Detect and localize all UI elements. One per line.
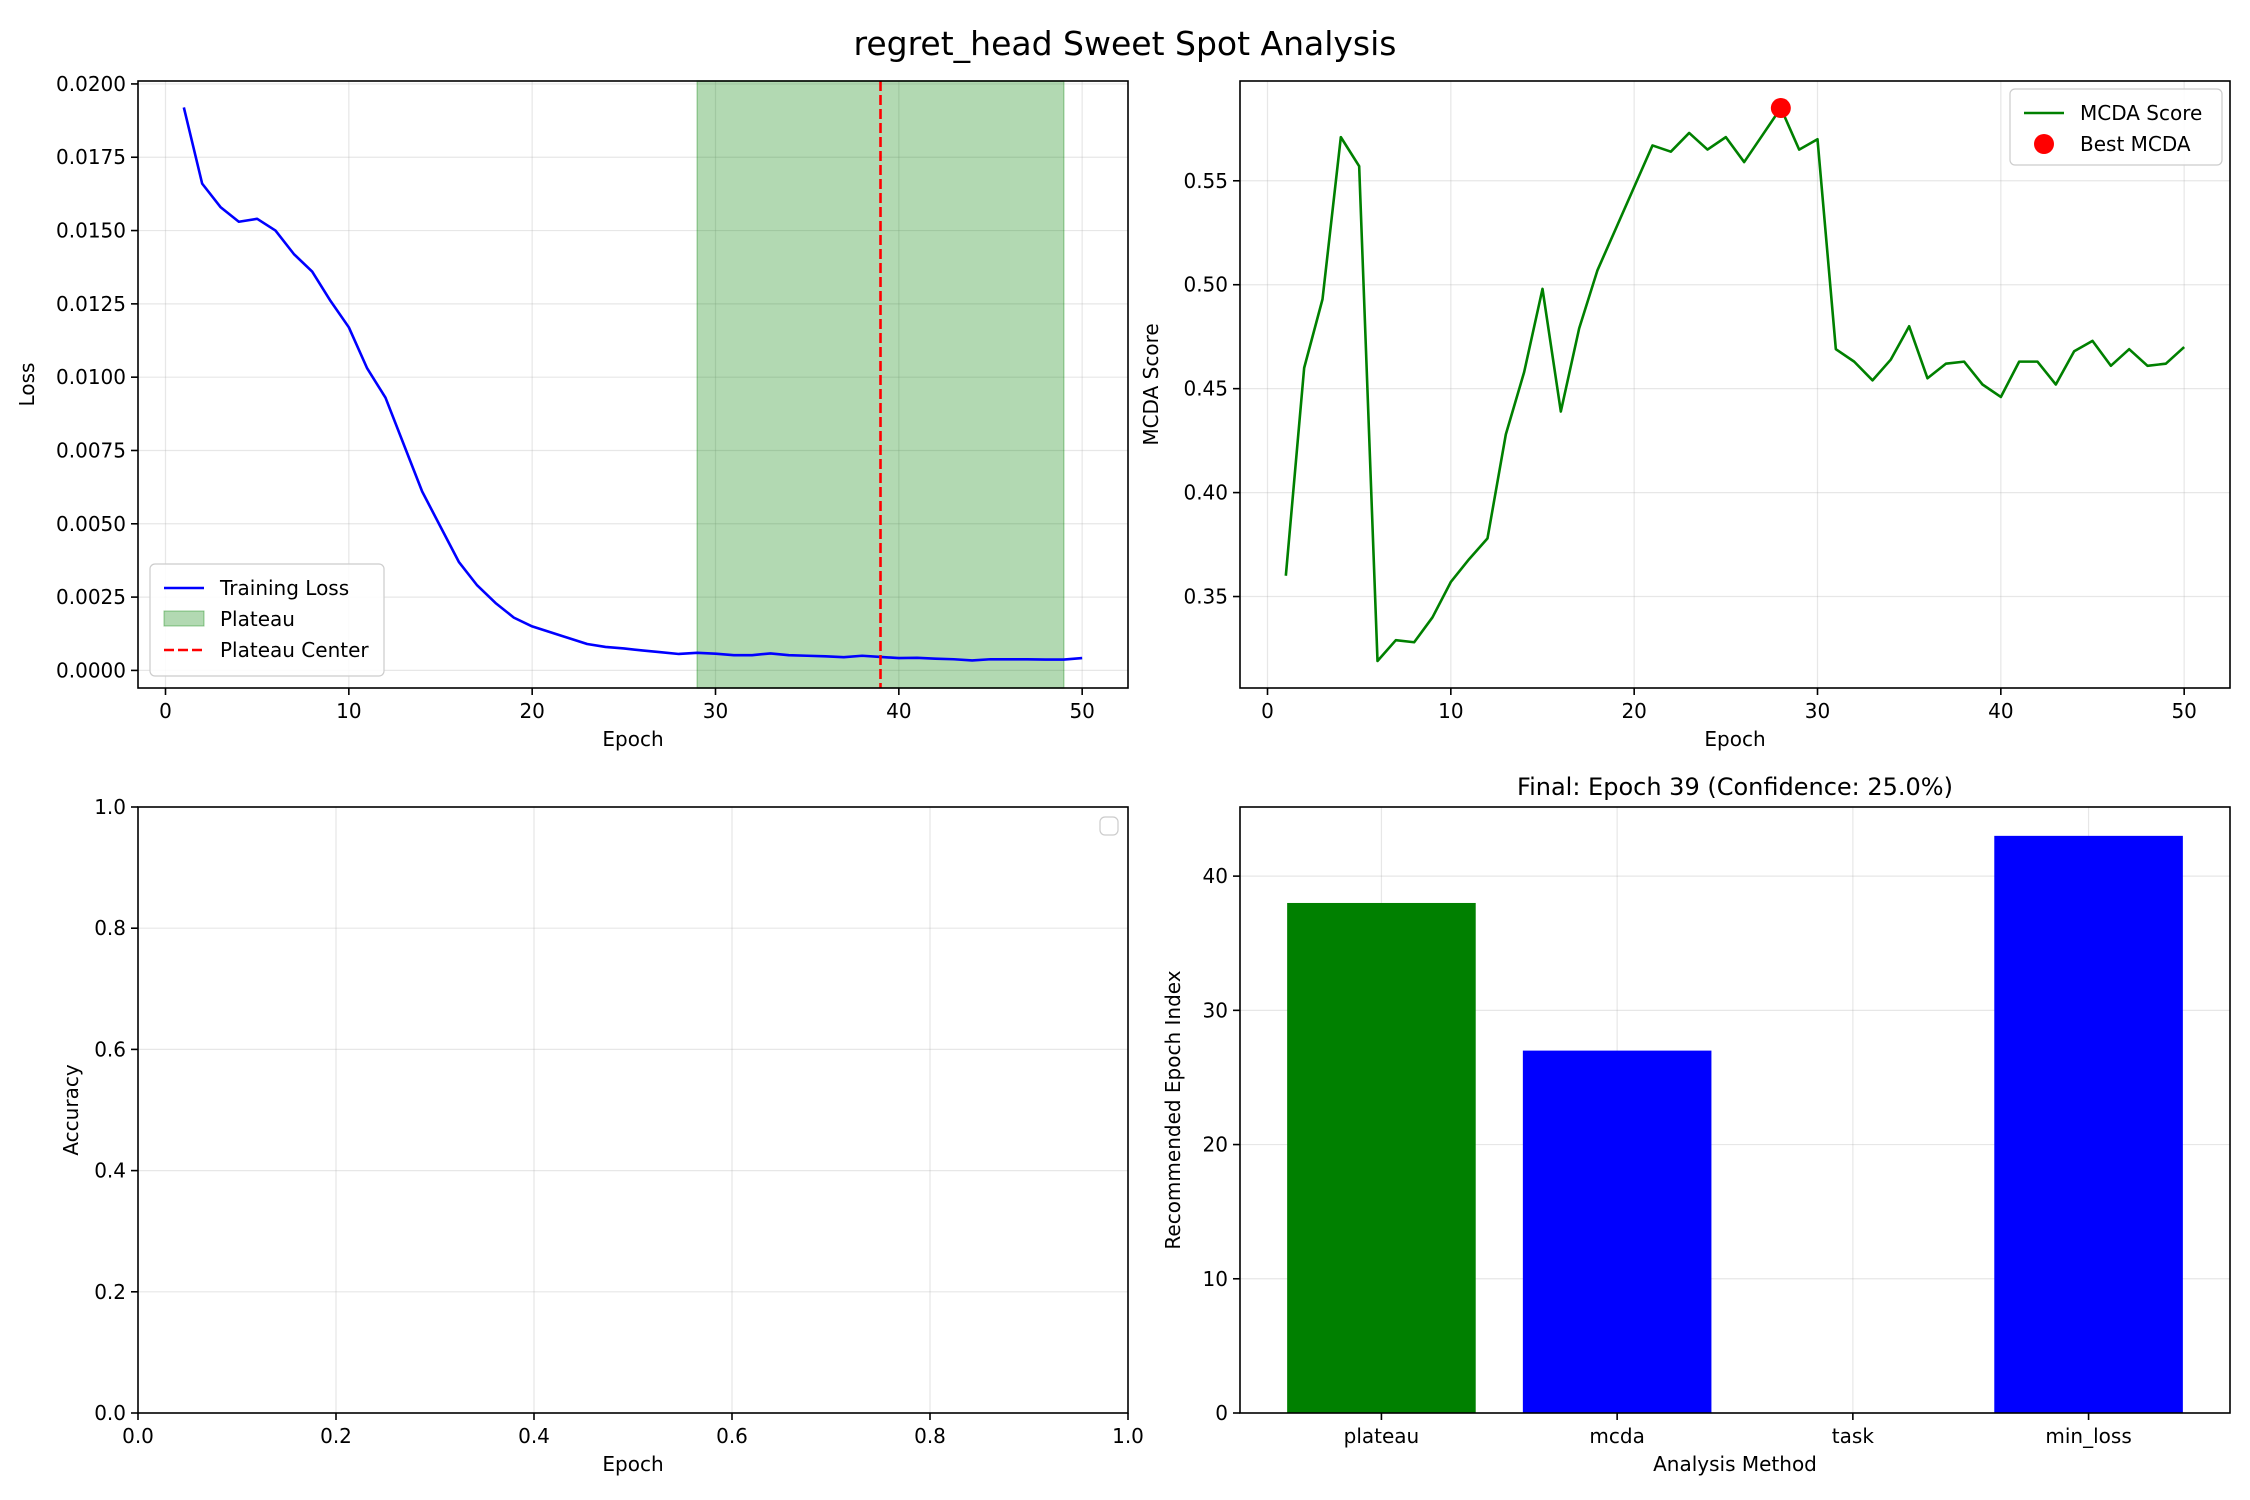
y-tick-label: 10 bbox=[1203, 1267, 1228, 1291]
gridlines bbox=[1240, 81, 2230, 688]
x-tick-label: task bbox=[1832, 1424, 1875, 1448]
x-tick-label: mcda bbox=[1589, 1424, 1644, 1448]
legend-label-mcda-score: MCDA Score bbox=[2080, 101, 2202, 125]
accuracy-chart: 0.0 0.2 0.4 0.6 0.8 1.0 0.0 0.2 0.4 0.6 0.8 1.0 Epoc… bbox=[59, 795, 1144, 1476]
figure-title: regret_head Sweet Spot Analysis bbox=[853, 24, 1396, 63]
legend bbox=[1099, 816, 1119, 836]
axes-frame bbox=[1239, 806, 2231, 1414]
y-tick-label: 0.2 bbox=[94, 1280, 126, 1304]
legend-label-training-loss: Training Loss bbox=[219, 576, 349, 600]
x-tick-label: 0 bbox=[1261, 699, 1274, 723]
gridlines bbox=[138, 81, 1128, 688]
y-axis-label: MCDA Score bbox=[1139, 323, 1163, 445]
chart-title: Final: Epoch 39 (Confidence: 25.0%) bbox=[1517, 773, 1953, 801]
x-axis-label: Epoch bbox=[1704, 727, 1765, 751]
x-tick-label: 10 bbox=[1438, 699, 1463, 723]
legend: MCDA Score Best MCDA bbox=[2009, 88, 2223, 166]
best-mcda-point bbox=[1770, 98, 1791, 119]
y-tick-label: 0.0200 bbox=[56, 72, 126, 96]
y-tick-label: 0.8 bbox=[94, 916, 126, 940]
x-tick-label: 10 bbox=[336, 699, 361, 723]
y-tick-label: 0.45 bbox=[1183, 377, 1228, 401]
x-tick-label: plateau bbox=[1344, 1424, 1420, 1448]
y-tick-label: 0.0025 bbox=[56, 585, 126, 609]
x-tick-label: min_loss bbox=[2045, 1424, 2131, 1448]
y-tick-label: 30 bbox=[1203, 998, 1228, 1022]
y-tick-label: 0 bbox=[1215, 1401, 1228, 1425]
y-tick-label: 20 bbox=[1203, 1133, 1228, 1157]
y-tick-label: 0.50 bbox=[1183, 273, 1228, 297]
x-tick-label: 0.0 bbox=[122, 1424, 154, 1448]
legend-label-plateau: Plateau bbox=[220, 607, 295, 631]
y-tick-label: 0.0150 bbox=[56, 219, 126, 243]
y-tick-label: 0.35 bbox=[1183, 585, 1228, 609]
y-axis-label: Accuracy bbox=[59, 1064, 83, 1155]
x-tick-label: 40 bbox=[1988, 699, 2013, 723]
mcda-score-line bbox=[1284, 106, 2186, 663]
x-tick-label: 20 bbox=[519, 699, 544, 723]
legend-swatch-best-mcda bbox=[2034, 134, 2054, 154]
x-axis-label: Analysis Method bbox=[1653, 1452, 1817, 1476]
x-tick-label: 0.6 bbox=[716, 1424, 748, 1448]
x-tick-label: 0 bbox=[159, 699, 172, 723]
y-tick-label: 0.0 bbox=[94, 1401, 126, 1425]
x-axis-label: Epoch bbox=[602, 1452, 663, 1476]
y-axis-label: Recommended Epoch Index bbox=[1161, 970, 1185, 1249]
bar-plateau bbox=[1287, 902, 1476, 1413]
y-tick-label: 0.4 bbox=[94, 1159, 126, 1183]
y-tick-label: 0.0050 bbox=[56, 512, 126, 536]
x-tick-label: 50 bbox=[2171, 699, 2196, 723]
legend: Training Loss Plateau Plateau Center bbox=[149, 563, 385, 677]
y-tick-label: 0.55 bbox=[1183, 169, 1228, 193]
axes-frame bbox=[137, 80, 1129, 689]
y-tick-label: 40 bbox=[1203, 864, 1228, 888]
x-tick-label: 1.0 bbox=[1112, 1424, 1144, 1448]
x-tick-label: 0.8 bbox=[914, 1424, 946, 1448]
legend-frame bbox=[149, 563, 385, 677]
x-tick-label: 40 bbox=[886, 699, 911, 723]
training-loss-line bbox=[182, 107, 1083, 662]
y-tick-label: 0.6 bbox=[94, 1037, 126, 1061]
x-tick-label: 30 bbox=[1805, 699, 1830, 723]
legend-label-plateau-center: Plateau Center bbox=[220, 638, 369, 662]
axes-frame bbox=[137, 806, 1129, 1414]
y-tick-label: 1.0 bbox=[94, 795, 126, 819]
loss-chart: 0 10 20 30 40 50 0.0000 0.0025 0.0050 0.0075 0.010… bbox=[15, 72, 1129, 751]
y-tick-label: 0.0000 bbox=[56, 658, 126, 682]
y-tick-label: 0.40 bbox=[1183, 481, 1228, 505]
axes-frame bbox=[1239, 80, 2231, 689]
legend-frame bbox=[2009, 88, 2223, 166]
x-axis-label: Epoch bbox=[602, 727, 663, 751]
mcda-chart: 0 10 20 30 40 50 0.35 0.40 0.45 0.50 0.55 Epoch MCDA… bbox=[1139, 80, 2231, 751]
legend-swatch-plateau bbox=[163, 610, 205, 627]
legend-label-best-mcda: Best MCDA bbox=[2080, 132, 2191, 156]
x-tick-label: 0.2 bbox=[320, 1424, 352, 1448]
bar-min-loss bbox=[1994, 835, 2183, 1413]
x-tick-label: 50 bbox=[1069, 699, 1094, 723]
x-tick-label: 20 bbox=[1621, 699, 1646, 723]
y-tick-label: 0.0125 bbox=[56, 292, 126, 316]
x-tick-label: 0.4 bbox=[518, 1424, 550, 1448]
y-tick-label: 0.0075 bbox=[56, 438, 126, 462]
y-axis-label: Loss bbox=[15, 363, 39, 407]
x-tick-label: 30 bbox=[703, 699, 728, 723]
y-tick-label: 0.0175 bbox=[56, 145, 126, 169]
legend-frame bbox=[1099, 816, 1119, 836]
bar-mcda bbox=[1522, 1050, 1712, 1413]
recommendation-bar-chart: 0 10 20 30 40 Analysis Method Recommended Epoc… bbox=[1161, 773, 2231, 1476]
y-tick-label: 0.0100 bbox=[56, 365, 126, 389]
